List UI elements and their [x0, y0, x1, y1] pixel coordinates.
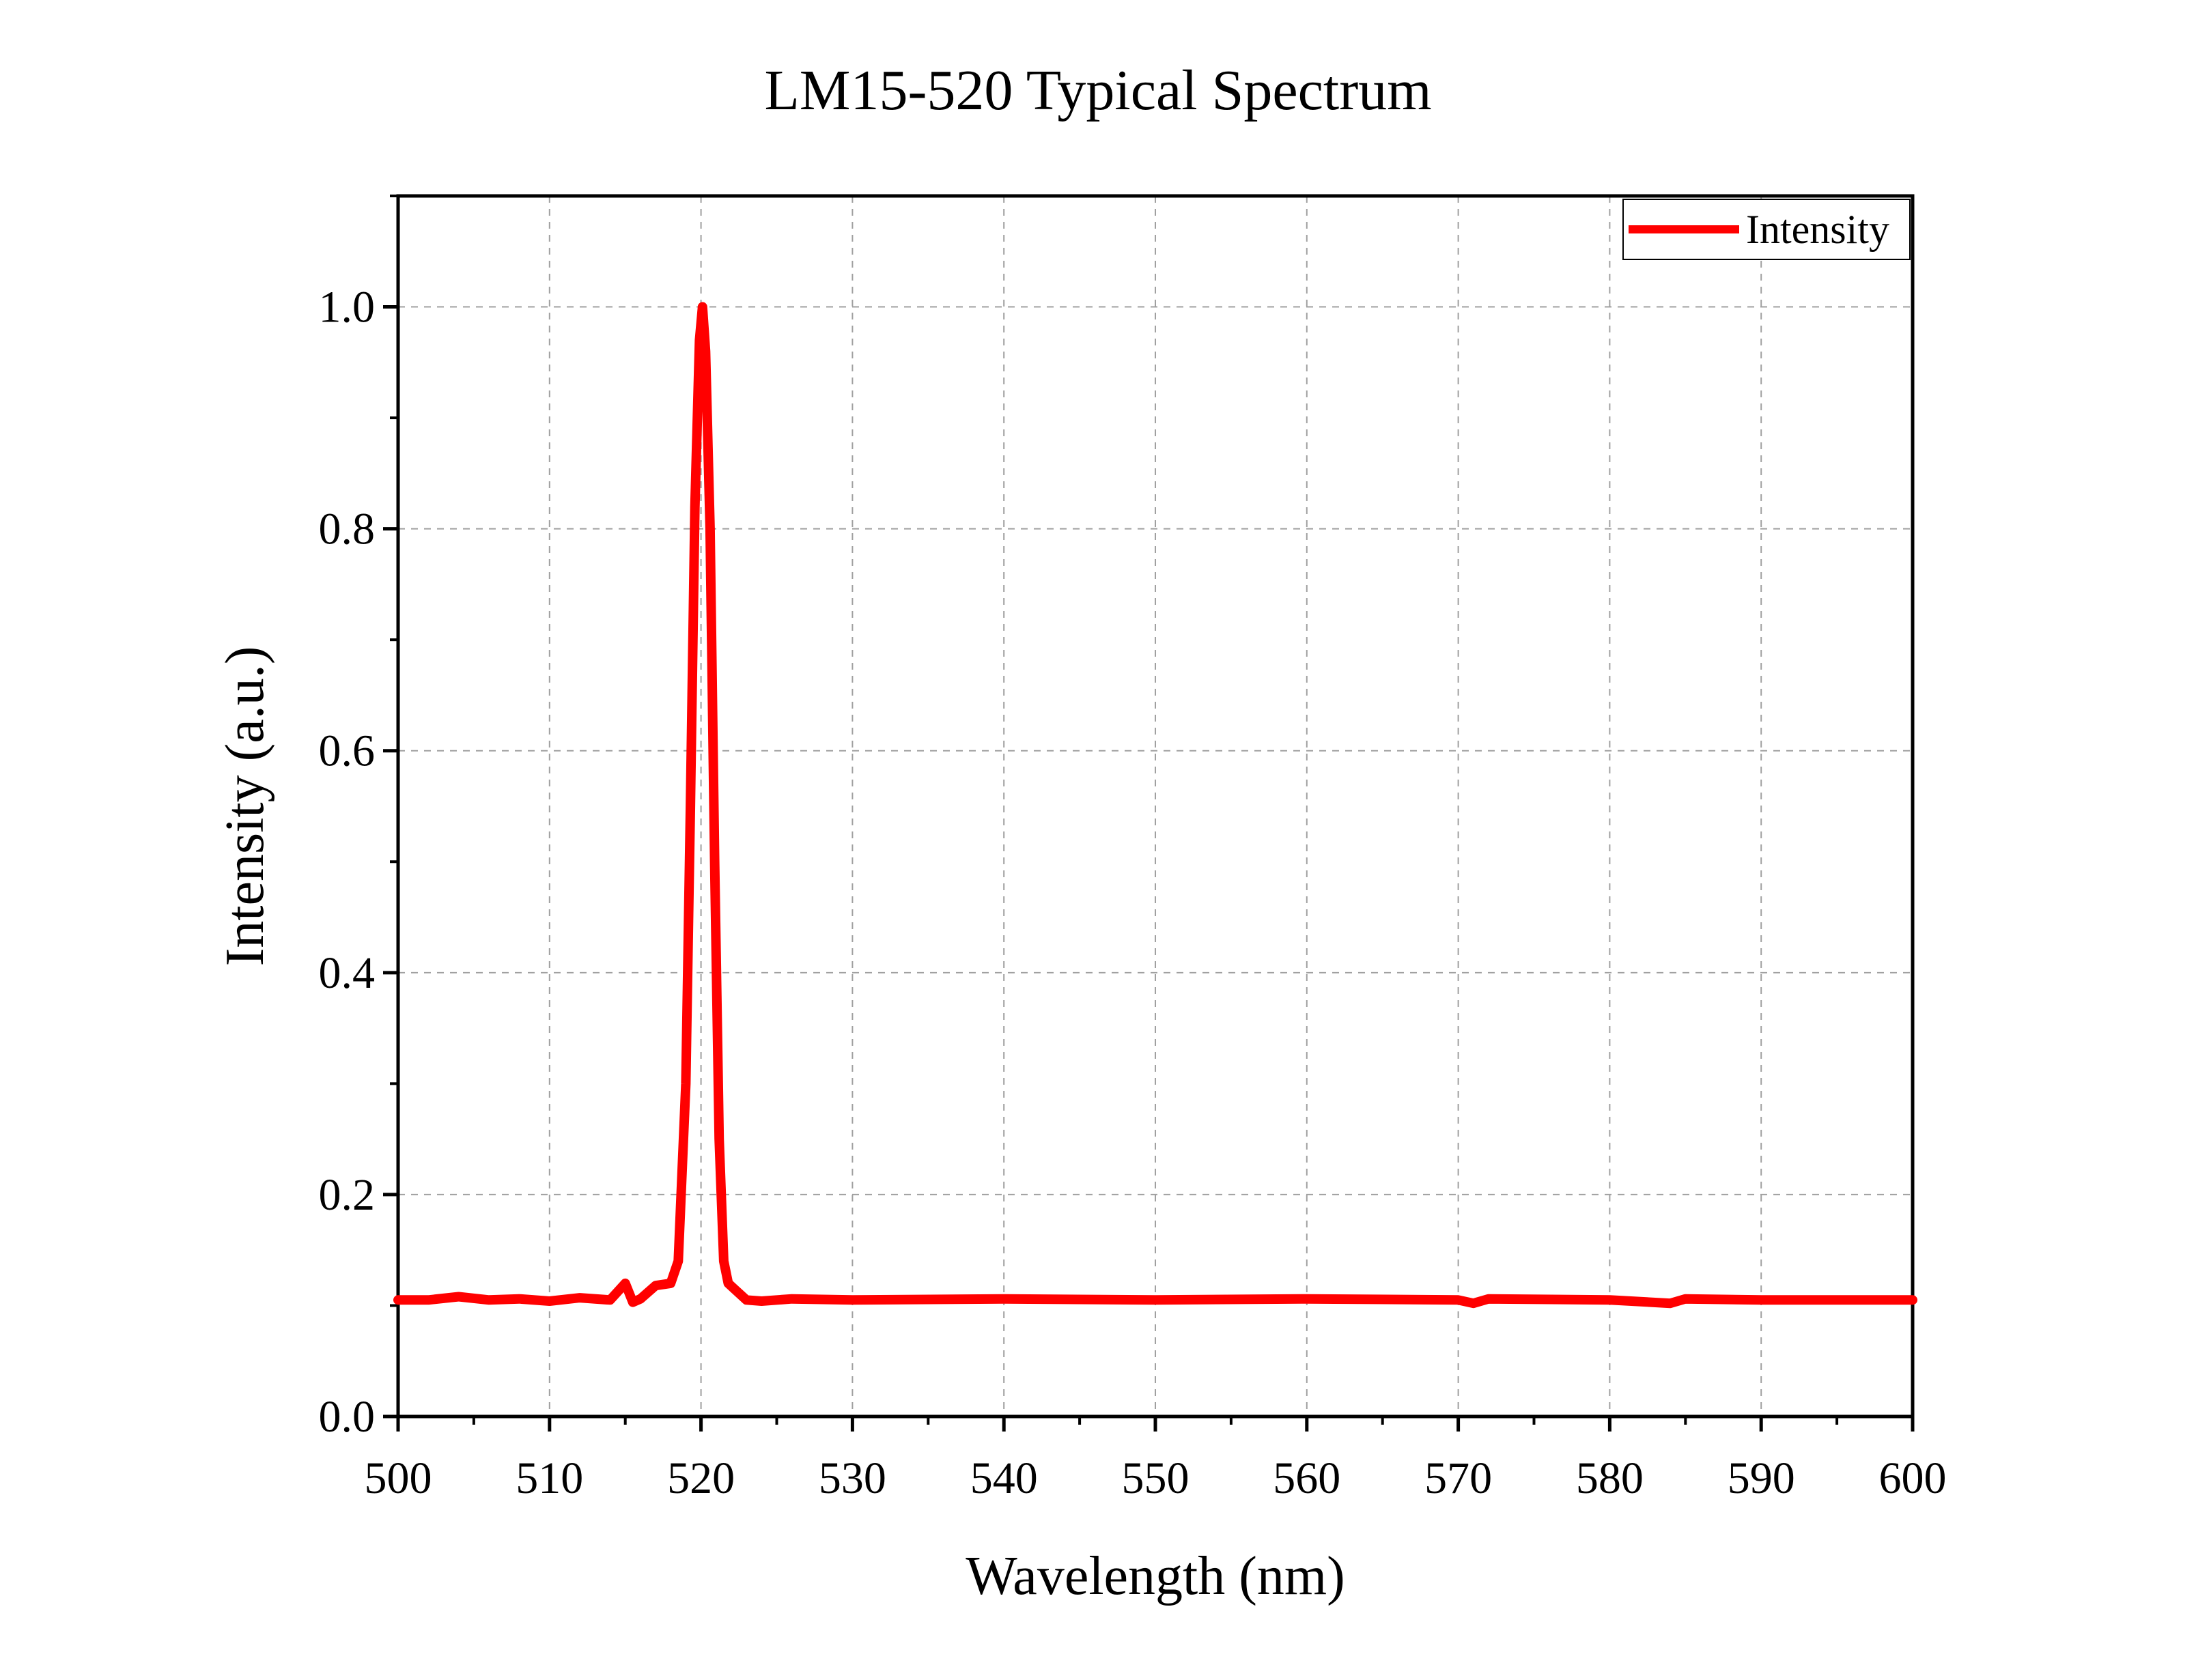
- legend: Intensity: [1622, 199, 1911, 260]
- legend-label-intensity: Intensity: [1746, 207, 1889, 252]
- grid-lines: [398, 196, 1913, 1416]
- x-tick-label: 590: [1728, 1453, 1795, 1503]
- x-tick-label: 570: [1424, 1453, 1492, 1503]
- series-layer: [393, 302, 1917, 1309]
- y-axis-label: Intensity (a.u.): [215, 646, 275, 967]
- y-tick-label: 0.4: [319, 948, 376, 998]
- x-axis-label: Wavelength (nm): [966, 1546, 1345, 1606]
- x-tick-label: 530: [819, 1453, 886, 1503]
- y-tick-label: 0.8: [319, 504, 376, 554]
- y-tick-label: 1.0: [319, 283, 376, 332]
- x-tick-label: 510: [516, 1453, 583, 1503]
- chart-title: LM15-520 Typical Spectrum: [764, 59, 1431, 122]
- x-tick-label: 550: [1122, 1453, 1190, 1503]
- x-tick-label: 500: [365, 1453, 432, 1503]
- y-tick-label: 0.6: [319, 726, 376, 776]
- x-tick-label: 540: [970, 1453, 1038, 1503]
- x-tick-label: 600: [1879, 1453, 1947, 1503]
- axis-ticks: 500 510 520 530 540 550 560 570 580 590 600 0.0 0.2 0…: [319, 195, 1947, 1503]
- series-line-intensity: [393, 302, 1917, 1309]
- x-tick-label: 560: [1273, 1453, 1340, 1503]
- y-tick-label: 0.2: [319, 1170, 376, 1220]
- y-tick-label: 0.0: [319, 1392, 376, 1442]
- x-tick-label: 520: [667, 1453, 735, 1503]
- x-tick-label: 580: [1576, 1453, 1644, 1503]
